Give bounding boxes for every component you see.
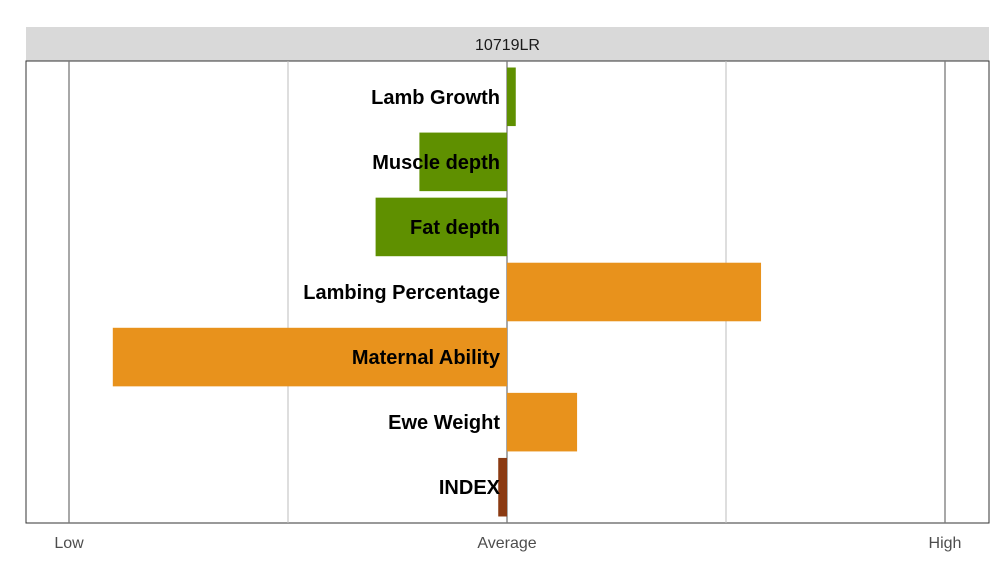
bar	[419, 132, 507, 192]
x-tick-label: Low	[54, 535, 84, 552]
bar-label: Lambing Percentage	[303, 282, 500, 304]
x-tick-label: Average	[477, 535, 536, 552]
bar-label: Lamb Growth	[371, 87, 500, 109]
bar	[507, 67, 516, 127]
bar-label: Maternal Ability	[352, 347, 501, 369]
x-tick-label: High	[929, 535, 962, 552]
bars	[112, 67, 762, 517]
bar-label: INDEX	[439, 477, 501, 499]
bar-label: Ewe Weight	[388, 412, 500, 434]
bar	[507, 262, 762, 322]
title-strip	[26, 27, 989, 61]
bar-label: Fat depth	[410, 217, 500, 239]
x-axis-ticks: Low Average High	[54, 535, 961, 552]
bar	[498, 457, 507, 517]
bar	[112, 327, 508, 387]
bar	[375, 197, 507, 257]
bar-labels: Lamb Growth Muscle depth Fat depth Lambing …	[303, 87, 501, 499]
bar-label: Muscle depth	[372, 152, 500, 174]
bar	[507, 392, 578, 452]
chart-title: 10719LR	[475, 37, 540, 54]
